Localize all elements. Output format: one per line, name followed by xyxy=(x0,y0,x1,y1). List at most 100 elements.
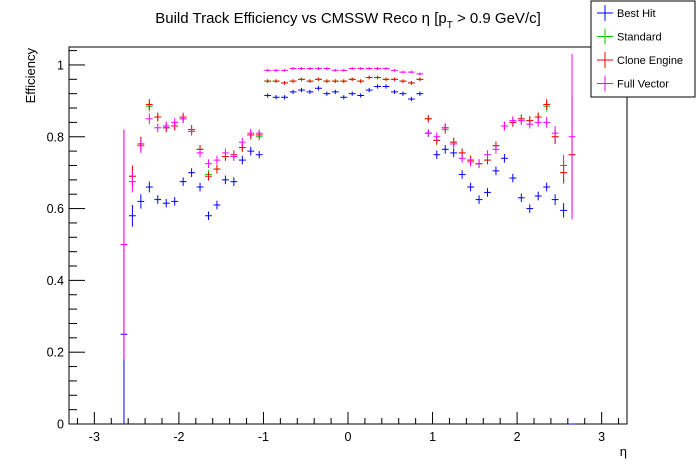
data-point xyxy=(205,211,212,221)
legend-entry: Full Vector xyxy=(597,75,669,92)
data-point xyxy=(509,116,517,125)
data-point xyxy=(281,95,289,100)
data-point xyxy=(433,150,441,160)
data-point xyxy=(348,77,356,82)
series-full-vector xyxy=(120,54,576,360)
data-point xyxy=(213,155,221,165)
x-tick-label: -3 xyxy=(89,430,100,444)
data-point xyxy=(568,54,576,220)
data-point xyxy=(298,67,305,70)
data-point xyxy=(298,77,305,82)
data-point xyxy=(475,159,483,168)
data-point xyxy=(323,79,331,83)
data-point xyxy=(399,91,407,96)
data-point xyxy=(205,159,212,168)
y-tick-label: 0.8 xyxy=(47,130,64,144)
data-point xyxy=(264,93,272,98)
data-point xyxy=(500,153,508,163)
data-point xyxy=(162,121,170,131)
legend-entry: Clone Engine xyxy=(597,52,683,68)
data-point xyxy=(281,81,289,85)
data-point xyxy=(467,182,475,192)
data-point xyxy=(272,68,280,72)
legend-label: Standard xyxy=(617,32,662,44)
data-point xyxy=(188,127,196,136)
data-point xyxy=(560,154,568,177)
data-point xyxy=(340,95,348,100)
x-tick-label: -2 xyxy=(173,430,184,444)
data-point xyxy=(298,87,305,93)
data-point xyxy=(416,72,424,76)
data-point xyxy=(357,67,365,70)
data-point xyxy=(357,93,365,98)
data-point xyxy=(484,150,491,160)
data-point xyxy=(154,123,162,133)
data-point xyxy=(441,123,449,133)
data-point xyxy=(314,67,322,70)
data-point xyxy=(399,70,407,74)
data-point xyxy=(382,77,390,82)
data-point xyxy=(264,68,272,72)
data-point xyxy=(433,132,441,142)
data-point xyxy=(137,138,145,153)
data-point xyxy=(306,67,314,70)
axes: -3 -2 -1 0 1 2 3 0 0.2 0.4 0.6 0.8 1 xyxy=(47,50,620,444)
data-point xyxy=(179,114,187,124)
data-point xyxy=(137,194,145,209)
data-point xyxy=(424,115,432,123)
data-point xyxy=(264,79,272,83)
data-point xyxy=(230,152,238,161)
x-tick-label: 3 xyxy=(598,430,605,444)
data-point xyxy=(238,137,246,147)
data-point xyxy=(340,79,348,83)
data-point xyxy=(551,125,559,141)
data-point xyxy=(391,77,398,82)
data-point xyxy=(289,79,297,83)
data-point xyxy=(188,168,196,177)
data-point xyxy=(247,128,255,138)
data-point xyxy=(407,81,415,85)
y-tick-label: 0.4 xyxy=(47,274,64,288)
data-point xyxy=(323,91,331,96)
data-point xyxy=(205,171,212,181)
data-point xyxy=(424,129,432,137)
data-point xyxy=(416,91,424,96)
legend-label: Full Vector xyxy=(617,79,669,91)
data-point xyxy=(526,204,534,213)
data-point xyxy=(374,67,382,70)
y-tick-label: 0.2 xyxy=(47,346,64,360)
legend-box xyxy=(590,0,696,98)
data-point xyxy=(230,177,238,186)
legend-entry: Standard xyxy=(597,28,662,45)
data-point xyxy=(458,170,466,179)
data-point xyxy=(281,68,289,72)
x-tick-label: 0 xyxy=(345,430,352,444)
data-point xyxy=(450,139,458,149)
data-point xyxy=(145,181,153,193)
data-point xyxy=(331,79,339,83)
data-point xyxy=(323,67,331,70)
data-point xyxy=(509,173,517,183)
data-point xyxy=(120,129,128,360)
data-point xyxy=(272,95,280,100)
data-point xyxy=(391,89,398,95)
x-axis-label: η xyxy=(620,444,627,459)
data-point xyxy=(551,194,559,205)
data-point xyxy=(221,148,229,158)
data-point xyxy=(543,117,551,128)
data-point xyxy=(179,177,187,186)
data-point xyxy=(399,79,407,83)
data-point xyxy=(365,75,373,80)
data-point xyxy=(289,67,297,70)
data-point xyxy=(382,84,390,89)
data-point xyxy=(441,145,449,154)
title-subscript: T xyxy=(447,20,453,31)
data-point xyxy=(162,198,170,208)
data-point xyxy=(458,153,466,163)
data-point xyxy=(543,182,551,192)
data-point xyxy=(314,77,322,82)
data-point xyxy=(543,99,551,110)
data-point xyxy=(407,96,415,102)
x-tick-label: 2 xyxy=(514,430,521,444)
